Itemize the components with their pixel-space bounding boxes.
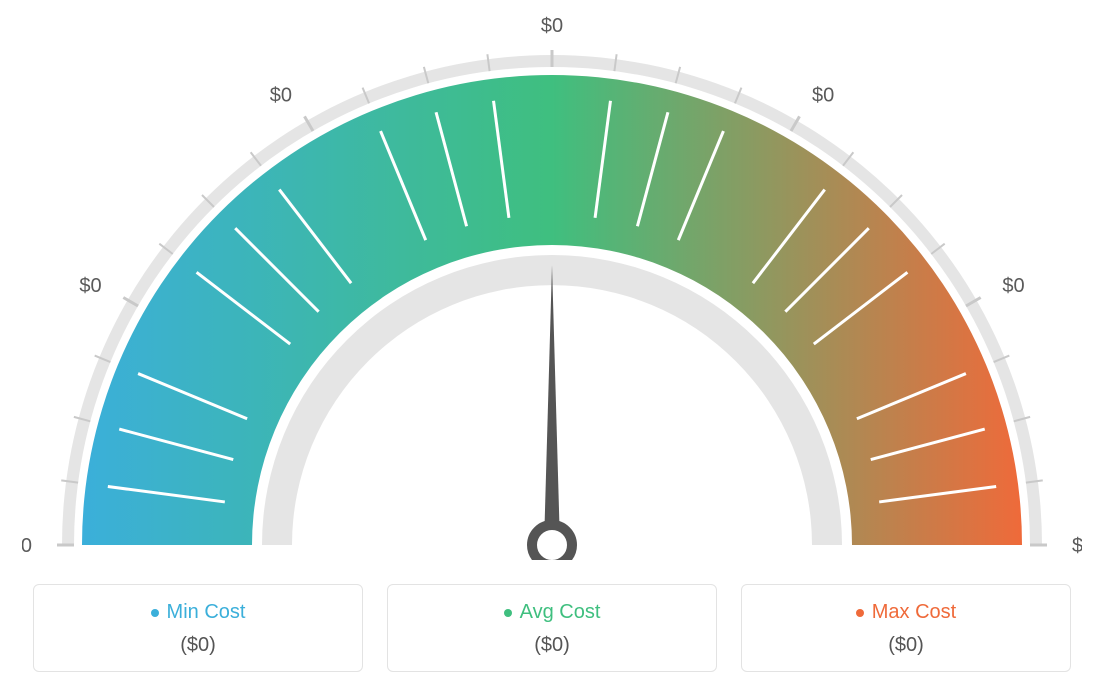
legend-card: Min Cost ($0) <box>33 584 363 672</box>
legend-title: Min Cost <box>151 601 246 624</box>
gauge-tick-label: $0 <box>812 85 834 107</box>
gauge-needle <box>544 265 560 545</box>
legend-value: ($0) <box>388 634 716 657</box>
legend-value: ($0) <box>742 634 1070 657</box>
legend-dot-icon <box>504 609 512 617</box>
legend-card: Avg Cost ($0) <box>387 584 717 672</box>
gauge-tick-label: $0 <box>270 85 292 107</box>
legend-value: ($0) <box>34 634 362 657</box>
gauge-tick-label: $0 <box>1002 275 1024 297</box>
legend-title: Max Cost <box>856 601 956 624</box>
cost-gauge: $0 $0 $0 $0 $0 $0 $0 <box>22 0 1082 560</box>
needle-hub <box>532 525 572 560</box>
gauge-tick-label: $0 <box>79 275 101 297</box>
legend-dot-icon <box>856 609 864 617</box>
legend-label: Avg Cost <box>520 601 601 624</box>
legend-label: Max Cost <box>872 601 956 624</box>
gauge-tick-label: $0 <box>541 15 563 37</box>
legend-dot-icon <box>151 609 159 617</box>
legend-title: Avg Cost <box>504 601 601 624</box>
gauge-tick-label: $0 <box>22 535 32 557</box>
legend-row: Min Cost ($0) Avg Cost ($0) Max Cost ($0) <box>33 584 1071 672</box>
legend-label: Min Cost <box>167 601 246 624</box>
gauge-svg: $0 $0 $0 $0 $0 $0 $0 <box>22 0 1082 560</box>
legend-card: Max Cost ($0) <box>741 584 1071 672</box>
gauge-tick-label: $0 <box>1072 535 1082 557</box>
